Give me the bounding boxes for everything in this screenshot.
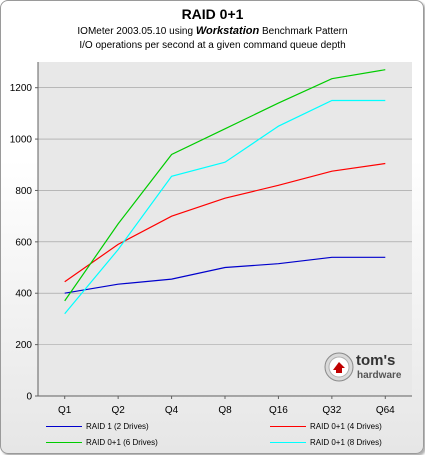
legend-item: RAID 0+1 (8 Drives): [270, 438, 382, 447]
y-tick-label: 1200: [10, 83, 33, 94]
legend-swatch: [270, 442, 306, 444]
series-line-4: [64, 99, 386, 315]
x-tick-label: Q4: [165, 405, 179, 416]
chart-subtitle-line2: I/O operations per second at a given com…: [79, 40, 346, 51]
x-tick-label: Q1: [58, 405, 72, 416]
logo-text-bottom: hardware: [357, 370, 402, 381]
chart-subtitle-line1: IOMeter 2003.05.10 using Workstation Ben…: [0, 25, 425, 37]
chart-title: RAID 0+1: [181, 6, 244, 22]
legend-swatch: [46, 442, 82, 444]
legend-label: RAID 0+1 (8 Drives): [310, 438, 382, 447]
subtitle-emphasis: Workstation: [195, 25, 260, 37]
series-line-2: [64, 162, 386, 283]
x-tick-label: Q32: [322, 405, 341, 416]
subtitle-suffix: Benchmark Pattern: [261, 26, 348, 37]
legend-item: RAID 0+1 (6 Drives): [46, 438, 158, 447]
y-tick-label: 200: [15, 340, 32, 351]
x-tick-label: Q16: [269, 405, 288, 416]
legend-item: RAID 0+1 (4 Drives): [270, 422, 382, 431]
legend-label: RAID 0+1 (4 Drives): [310, 422, 382, 431]
plot-area: [38, 62, 412, 396]
y-tick-label: 0: [26, 392, 32, 403]
y-tick-label: 400: [15, 289, 32, 300]
subtitle-prefix: IOMeter 2003.05.10 using: [77, 26, 194, 37]
x-tick-label: Q64: [376, 405, 395, 416]
legend-swatch: [46, 426, 82, 428]
y-tick-label: 1000: [10, 135, 33, 146]
logo-text-top: tom's: [356, 352, 395, 369]
y-tick-label: 600: [15, 237, 32, 248]
legend-label: RAID 1 (2 Drives): [86, 422, 149, 431]
legend-swatch: [270, 426, 306, 428]
x-tick-label: Q8: [218, 405, 232, 416]
series-line-1: [64, 256, 386, 294]
tomshardware-logo: tom's hardware: [324, 352, 402, 382]
series-line-3: [64, 69, 386, 302]
legend-label: RAID 0+1 (6 Drives): [86, 438, 158, 447]
legend-item: RAID 1 (2 Drives): [46, 422, 149, 431]
y-tick-label: 800: [15, 186, 32, 197]
x-tick-label: Q2: [111, 405, 125, 416]
